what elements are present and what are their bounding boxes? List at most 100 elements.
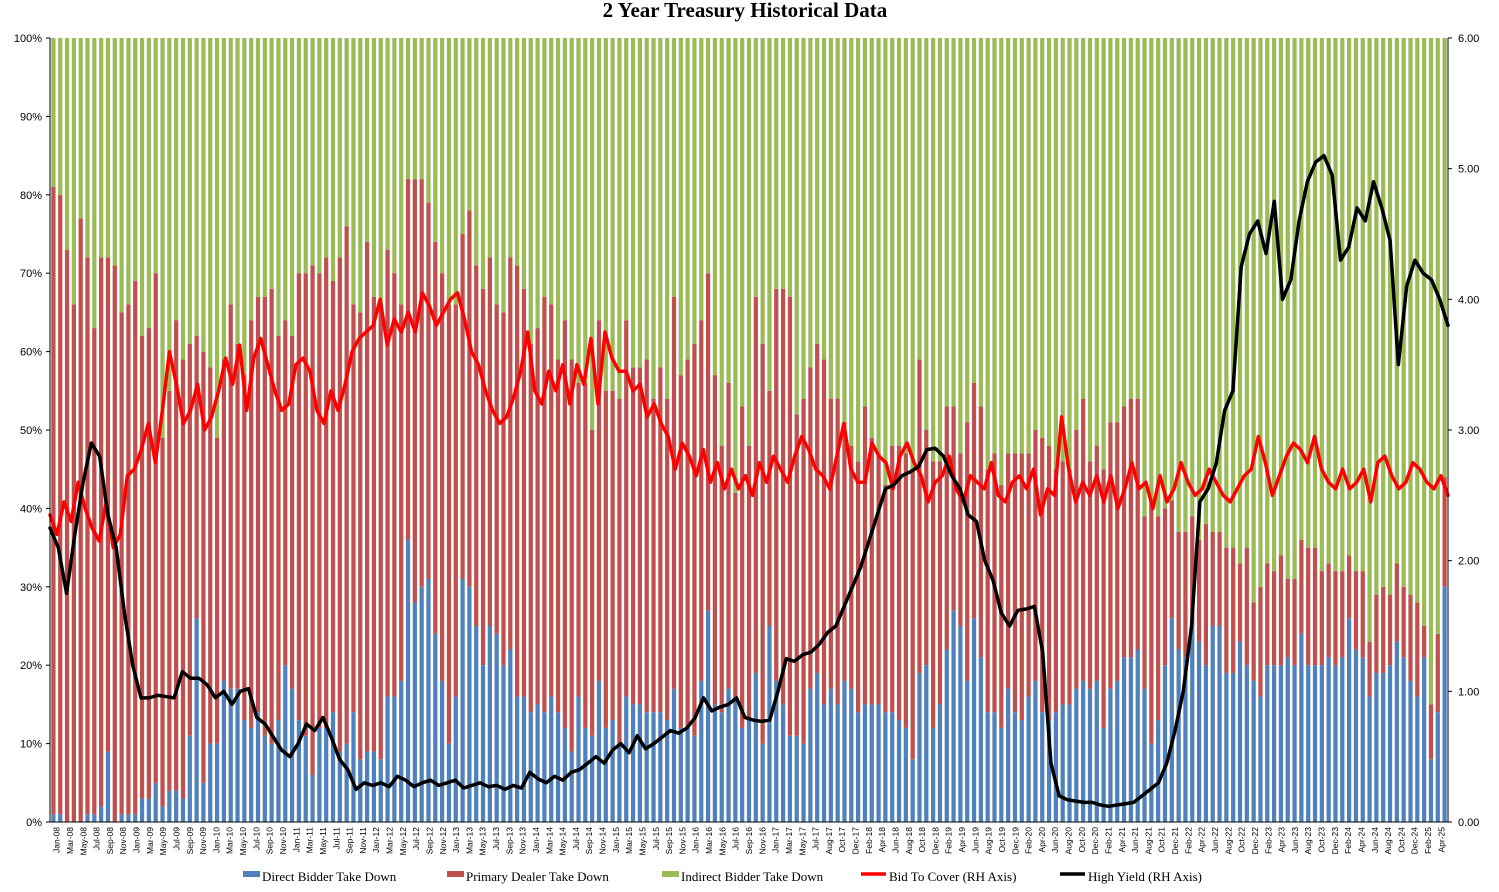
bar-indirect-131 [944, 38, 949, 407]
x-tick-label: Jun-18 [891, 827, 901, 853]
bar-indirect-158 [1128, 38, 1134, 399]
bar-indirect-8 [105, 38, 111, 258]
bar-primary-170 [1210, 531, 1215, 626]
x-tick-label: May-12 [398, 827, 408, 856]
bar-indirect-197 [1394, 38, 1399, 564]
bar-direct-183 [1299, 633, 1304, 822]
bar-direct-194 [1374, 673, 1379, 822]
bar-direct-128 [924, 665, 929, 822]
bar-indirect-118 [856, 38, 861, 462]
bar-indirect-154 [1101, 38, 1106, 470]
right-tick-label: 6.00 [1458, 33, 1479, 45]
bar-direct-200 [1415, 696, 1420, 822]
bar-primary-34 [283, 320, 288, 666]
x-tick-label: Dec-21 [1170, 827, 1180, 855]
bar-primary-61 [467, 210, 472, 587]
bar-direct-15 [153, 782, 158, 822]
bar-primary-190 [1347, 555, 1352, 619]
bar-primary-97 [712, 375, 718, 705]
bar-direct-49 [385, 696, 390, 822]
bar-primary-179 [1271, 571, 1277, 666]
bar-primary-161 [1149, 500, 1154, 744]
bar-direct-117 [849, 688, 854, 822]
bar-direct-116 [842, 680, 847, 822]
bar-direct-142 [1019, 720, 1024, 822]
bar-direct-186 [1319, 665, 1324, 822]
x-tick-label: Sep-14 [584, 827, 594, 855]
bar-direct-172 [1224, 673, 1229, 822]
right-tick-label: 3.00 [1458, 425, 1479, 437]
x-tick-label: Nov-10 [278, 827, 288, 855]
bar-primary-113 [821, 359, 827, 705]
bar-indirect-73 [549, 38, 554, 305]
x-tick-label: May-17 [797, 827, 807, 856]
bar-direct-14 [146, 798, 151, 822]
bar-direct-63 [480, 665, 486, 822]
bar-primary-185 [1312, 547, 1318, 666]
bar-indirect-36 [296, 38, 302, 274]
bar-direct-164 [1169, 618, 1174, 822]
bar-primary-88 [651, 398, 656, 713]
bar-primary-175 [1244, 547, 1249, 666]
bar-primary-121 [876, 453, 881, 705]
bar-indirect-148 [1060, 38, 1065, 462]
bar-indirect-83 [617, 38, 622, 399]
bar-primary-200 [1415, 602, 1420, 697]
bar-primary-184 [1306, 547, 1311, 666]
bar-primary-83 [617, 398, 622, 744]
bar-primary-20 [187, 343, 192, 736]
bar-indirect-120 [869, 38, 874, 438]
x-tick-label: Apr-21 [1117, 827, 1127, 853]
bar-indirect-163 [1162, 38, 1168, 509]
bar-indirect-181 [1285, 38, 1290, 579]
bar-direct-168 [1196, 641, 1202, 822]
bar-direct-12 [133, 814, 138, 822]
x-tick-label: Oct-22 [1237, 827, 1247, 853]
bar-indirect-71 [535, 38, 540, 329]
x-tick-label: Jan-08 [52, 827, 62, 853]
x-tick-label: Sep-13 [504, 827, 514, 855]
x-tick-label: Jul-08 [92, 827, 102, 850]
bar-primary-163 [1162, 508, 1168, 666]
bar-primary-122 [883, 484, 888, 713]
bar-primary-204 [1442, 477, 1447, 587]
bar-direct-145 [1040, 712, 1045, 822]
bar-indirect-10 [119, 38, 124, 313]
bar-indirect-204 [1442, 38, 1447, 478]
bar-indirect-92 [678, 38, 683, 376]
bar-direct-81 [603, 727, 608, 822]
bar-direct-157 [1121, 657, 1127, 822]
x-tick-label: Dec-19 [1010, 827, 1020, 855]
bar-direct-91 [671, 688, 677, 822]
legend-item-3: Bid To Cover (RH Axis) [861, 869, 1016, 884]
bar-indirect-77 [576, 38, 581, 383]
bar-primary-73 [549, 304, 554, 697]
bar-primary-192 [1360, 571, 1365, 658]
bar-direct-39 [317, 727, 322, 822]
x-tick-label: Feb-20 [1024, 827, 1034, 854]
bar-indirect-20 [187, 38, 192, 344]
bar-indirect-95 [699, 38, 704, 321]
bar-indirect-35 [289, 38, 295, 336]
bar-direct-31 [262, 735, 267, 822]
bar-direct-42 [337, 751, 342, 822]
bar-primary-72 [542, 296, 547, 713]
bar-direct-201 [1422, 657, 1427, 822]
bar-indirect-34 [283, 38, 288, 321]
bar-indirect-30 [255, 38, 261, 297]
bar-indirect-19 [180, 38, 186, 360]
left-tick-label: 100% [14, 33, 42, 45]
bar-direct-161 [1149, 743, 1154, 822]
x-tick-label: Oct-18 [917, 827, 927, 853]
bar-primary-10 [119, 312, 124, 815]
bar-direct-107 [780, 704, 786, 822]
bar-direct-78 [583, 727, 588, 822]
bar-direct-89 [658, 712, 663, 822]
bar-indirect-200 [1415, 38, 1420, 603]
bar-primary-35 [289, 335, 295, 689]
bar-indirect-140 [1006, 38, 1011, 454]
bar-primary-26 [228, 304, 233, 689]
bar-indirect-166 [1183, 38, 1188, 532]
bar-indirect-56 [433, 38, 438, 242]
